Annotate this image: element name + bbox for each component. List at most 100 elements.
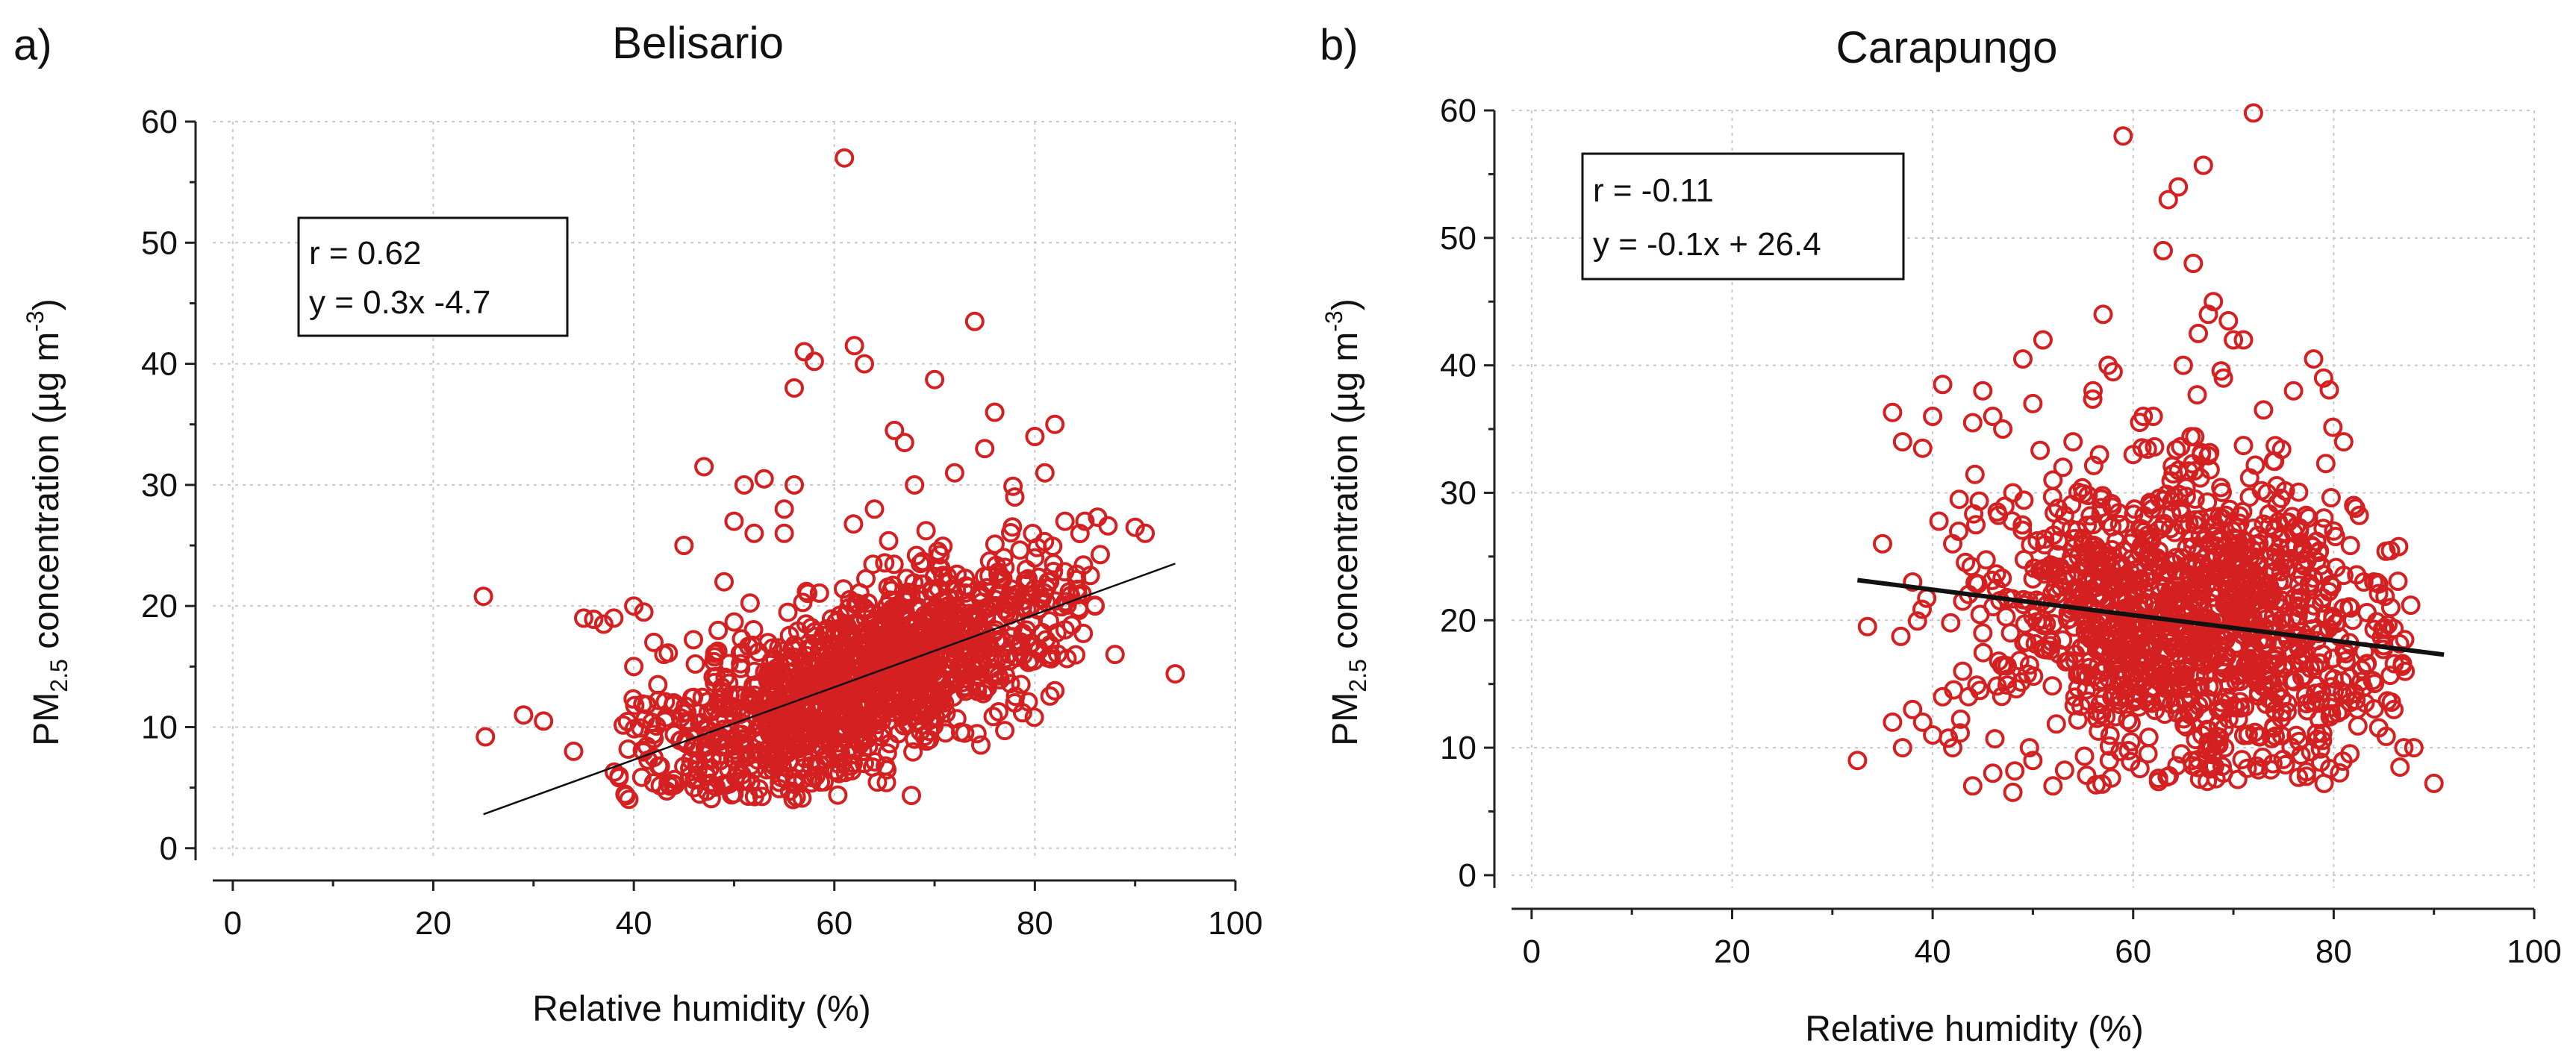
panel-a-point: [985, 534, 1005, 554]
panel-a-point: [564, 741, 584, 761]
panel-b-point: [1998, 669, 2018, 689]
panel-b-point: [2257, 483, 2277, 503]
panel-a-point: [921, 661, 941, 681]
panel-b-point: [2218, 310, 2239, 331]
panel-b-point: [2313, 644, 2333, 664]
panel-b-x-tick-label-40: 40: [1915, 933, 1951, 970]
panel-b-point: [1956, 552, 1976, 572]
panel-b-point: [2368, 583, 2389, 604]
panel-a-point: [968, 657, 988, 677]
panel-b-point: [2323, 417, 2343, 437]
panel-b-point: [2145, 436, 2165, 457]
panel-b-point: [2277, 701, 2297, 722]
panel-b-point: [2048, 498, 2068, 519]
panel-b-point: [1883, 712, 1903, 732]
panel-a-point: [983, 707, 1003, 727]
panel-a-point: [1105, 645, 1125, 665]
panel-a-point: [1029, 640, 1049, 660]
panel-b-point: [1933, 686, 1953, 707]
panel-a-point: [814, 772, 834, 792]
panel-b-point: [2340, 536, 2360, 556]
panel-b-point: [2376, 726, 2396, 746]
panel-b-point: [2076, 680, 2096, 700]
panel-a-point: [906, 545, 926, 566]
panel-a-point: [774, 523, 794, 543]
panel-b-point: [2127, 689, 2146, 710]
panel-a-point: [947, 564, 967, 584]
panel-a-point: [1035, 463, 1055, 483]
panel-a-point: [916, 521, 936, 541]
panel-a-stat-equation: y = 0.3x -4.7: [309, 284, 490, 321]
panel-b-point: [2354, 572, 2374, 592]
panel-b-point: [2137, 692, 2157, 712]
panel-a-point: [883, 660, 903, 680]
panel-a-point: [741, 695, 761, 715]
panel-a-x-axis-label: Relative humidity (%): [532, 989, 870, 1029]
panel-b-point: [2053, 457, 2073, 478]
panel-a-y-label-prefix: PM: [27, 692, 66, 746]
panel-a-point: [852, 742, 873, 761]
panel-b-point: [2019, 738, 2039, 758]
panel-a-point: [945, 673, 965, 693]
panel-a-point: [708, 707, 729, 727]
panel-a-point: [864, 499, 885, 519]
panel-b-point: [2365, 674, 2385, 694]
panel-b-point: [1912, 438, 1933, 458]
panel-a-point: [724, 783, 744, 804]
panel-b-point: [2424, 773, 2444, 793]
panel-b-point: [2189, 323, 2208, 343]
panel-a-point: [1029, 599, 1049, 619]
panel-b-point: [2089, 445, 2109, 465]
panel-b-point: [2207, 578, 2227, 598]
panel-b-point: [2364, 619, 2384, 639]
panel-a-point: [989, 632, 1009, 652]
panel-a-point: [1073, 623, 1094, 643]
panel-b-point: [2035, 564, 2055, 584]
panel-b-point: [2384, 699, 2404, 719]
panel-a-point: [785, 378, 804, 398]
panel-b-point: [1912, 599, 1932, 619]
panel-a-point: [796, 581, 817, 601]
panel-a-point: [734, 475, 754, 495]
panel-a-point: [634, 602, 654, 622]
panel-a-stats-box: [297, 216, 569, 337]
panel-b-point: [2233, 330, 2254, 350]
panel-b-point: [2204, 515, 2224, 535]
panel-b-point: [2284, 672, 2304, 692]
panel-b-point: [2296, 505, 2316, 525]
panel-a-point: [765, 745, 785, 766]
panel-a-point: [972, 585, 992, 605]
panel-b-point: [2307, 531, 2327, 551]
panel-b-point: [2212, 757, 2232, 776]
panel-a-point: [848, 711, 868, 731]
panel-a-point: [975, 439, 995, 459]
panel-b-y-label-prefix: PM: [1326, 692, 1365, 746]
panel-b-point: [2044, 525, 2063, 545]
panel-b-point: [2311, 752, 2330, 772]
panel-b-point: [1949, 489, 1969, 510]
panel-b-stat-r: r = -0.11: [1593, 172, 1714, 209]
panel-b-y-tick-label-20: 20: [1440, 602, 1476, 639]
panel-b-point: [2394, 738, 2414, 758]
panel-b-letter: b): [1320, 21, 1359, 69]
panel-b-point: [2242, 658, 2262, 678]
panel-a-point: [894, 433, 914, 453]
panel-a-point: [855, 354, 874, 374]
panel-b-point: [2348, 716, 2368, 736]
panel-b-point: [2291, 554, 2311, 574]
panel-b-point: [1950, 723, 1970, 743]
panel-b-point: [2204, 292, 2224, 312]
panel-a-y-label-subscript: 2.5: [46, 659, 72, 692]
panel-b-point: [2263, 451, 2283, 471]
panel-b-point: [2289, 767, 2309, 787]
panel-a-point: [684, 630, 703, 650]
panel-b-point: [2278, 629, 2298, 649]
panel-a-point: [855, 598, 875, 618]
panel-b-point: [1993, 419, 2013, 439]
panel-b-point: [2196, 547, 2216, 567]
panel-b-point: [2246, 566, 2266, 586]
panel-b-point: [1986, 564, 2006, 584]
panel-b-point: [1891, 626, 1911, 646]
panel-a-point: [909, 584, 929, 604]
